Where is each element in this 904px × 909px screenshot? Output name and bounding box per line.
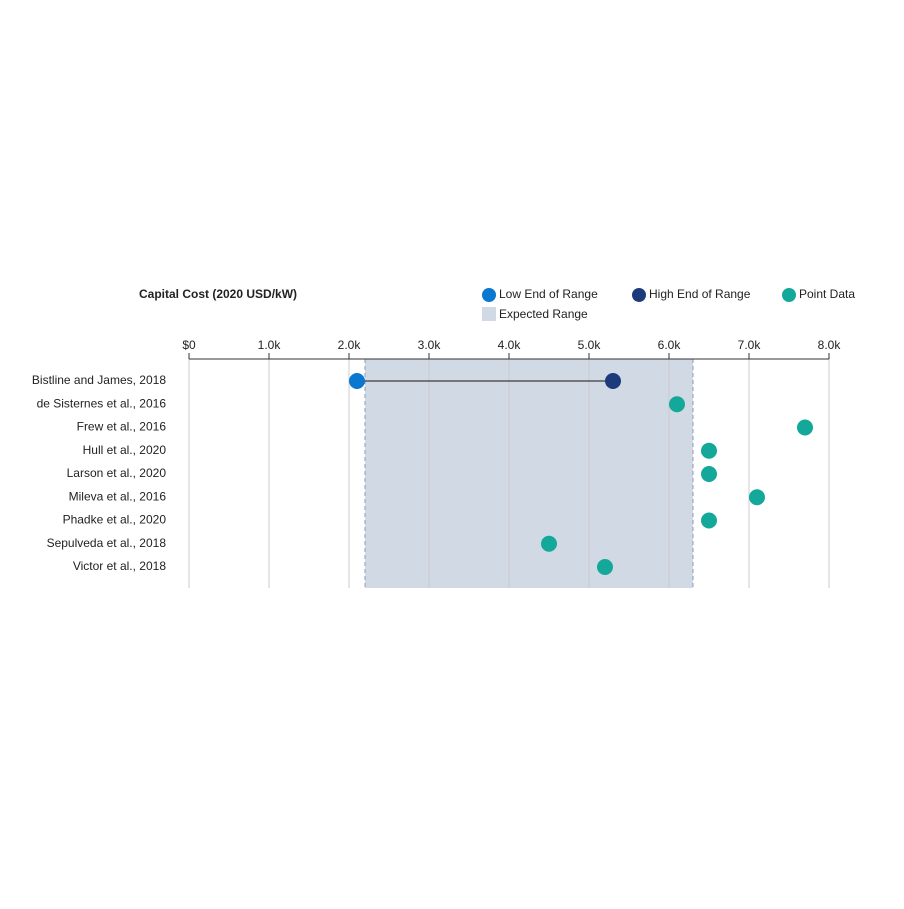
dot — [701, 442, 717, 459]
legend-label: Point Data — [799, 287, 855, 301]
y-tick-label: Larson et al., 2020 — [67, 466, 167, 480]
legend-marker — [482, 288, 496, 302]
y-tick-label: Hull et al., 2020 — [83, 443, 167, 457]
dot — [701, 466, 717, 482]
y-tick-label: de Sisternes et al., 2016 — [37, 396, 167, 410]
legend-label: High End of Range — [649, 287, 751, 301]
x-tick-label: $0 — [182, 338, 196, 352]
x-tick-label: 3.0k — [418, 338, 442, 352]
x-tick-label: 6.0k — [658, 338, 682, 352]
dot — [349, 373, 365, 389]
x-tick-label: 1.0k — [258, 338, 282, 352]
y-tick-label: Mileva et al., 2016 — [69, 489, 167, 503]
x-tick-label: 5.0k — [578, 338, 602, 352]
legend-marker — [482, 307, 496, 321]
dot — [701, 512, 717, 529]
expected-range — [365, 359, 693, 588]
y-tick-label: Sepulveda et al., 2018 — [47, 536, 167, 550]
x-tick-label: 7.0k — [738, 338, 762, 352]
legend-label: Expected Range — [499, 307, 588, 321]
dot — [749, 489, 765, 506]
y-tick-label: Victor et al., 2018 — [73, 559, 166, 573]
y-tick-label: Bistline and James, 2018 — [32, 373, 166, 387]
legend-marker — [782, 288, 796, 302]
y-tick-label: Frew et al., 2016 — [77, 420, 167, 434]
legend-marker — [632, 288, 646, 302]
x-tick-label: 2.0k — [338, 338, 362, 352]
chart-title: Capital Cost (2020 USD/kW) — [139, 287, 297, 301]
y-tick-label: Phadke et al., 2020 — [63, 513, 167, 527]
dot — [669, 396, 685, 413]
x-tick-label: 4.0k — [498, 338, 522, 352]
x-tick-label: 8.0k — [818, 338, 842, 352]
dot — [797, 419, 813, 436]
dot — [597, 559, 613, 575]
dot — [605, 373, 621, 389]
dot — [541, 535, 557, 552]
legend-label: Low End of Range — [499, 287, 598, 301]
